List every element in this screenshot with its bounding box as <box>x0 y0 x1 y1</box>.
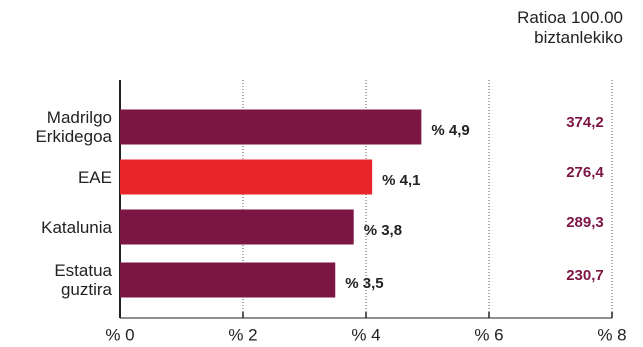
bar <box>120 109 422 145</box>
bar <box>120 209 354 245</box>
category-label: Madrilgo Erkidegoa <box>35 108 112 146</box>
value-label: % 3,5 <box>345 275 383 292</box>
category-label: Estatua guztira <box>54 261 112 299</box>
x-tick-label: % 2 <box>228 325 257 344</box>
ratio-label: 276,4 <box>566 164 604 181</box>
category-label: Katalunia <box>41 217 112 237</box>
bar <box>120 159 373 195</box>
category-label: EAE <box>77 167 112 187</box>
ratio-header: Ratioa 100.00 biztanlekiko <box>517 8 623 47</box>
x-tick-label: % 0 <box>105 325 134 344</box>
value-label: % 3,8 <box>364 222 402 239</box>
ratio-label: 289,3 <box>566 214 604 231</box>
bar <box>120 262 336 298</box>
x-tick-label: % 8 <box>597 325 626 344</box>
value-label: % 4,1 <box>382 172 420 189</box>
ratio-label: 374,2 <box>566 114 604 131</box>
ratio-label: 230,7 <box>566 267 604 284</box>
x-tick-label: % 6 <box>474 325 503 344</box>
x-tick-label: % 4 <box>351 325 380 344</box>
value-label: % 4,9 <box>431 122 469 139</box>
